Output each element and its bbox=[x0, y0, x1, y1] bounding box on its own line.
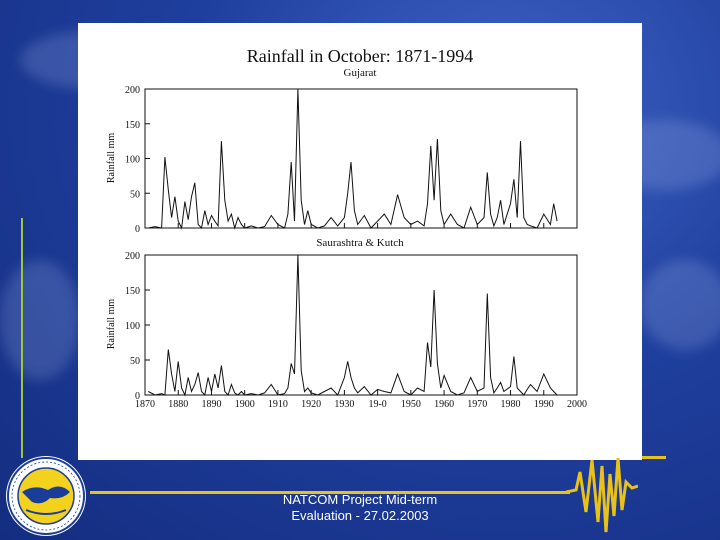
footer-line-1: NATCOM Project Mid-term bbox=[282, 492, 438, 507]
rainfall-chart: Rainfall in October: 1871-1994 Gujarat S… bbox=[106, 46, 587, 410]
x-tick-label-1: 1880 bbox=[168, 399, 188, 410]
y-axis-label-gujarat: Rainfall mm bbox=[106, 133, 117, 183]
y-tick-label-1-2: 100 bbox=[125, 321, 140, 332]
plot-frame-0 bbox=[144, 88, 578, 229]
y-axis-label-saurashtra: Rainfall mm bbox=[106, 299, 117, 349]
series-line-saurashtra bbox=[148, 254, 558, 397]
series-line-gujarat bbox=[148, 88, 558, 230]
y-tick-label-1-1: 50 bbox=[130, 356, 140, 367]
chart-subtitle-gujarat: Gujarat bbox=[344, 67, 377, 79]
x-tick-label-11: 1980 bbox=[501, 399, 521, 410]
x-tick-label-13: 2000 bbox=[567, 399, 587, 410]
y-tick-label-1-0: 0 bbox=[135, 391, 140, 402]
background-cloud bbox=[0, 260, 80, 380]
y-tick-label-0-1: 50 bbox=[130, 189, 140, 200]
y-tick-label-0-0: 0 bbox=[135, 224, 140, 235]
y-tick-label-0-4: 200 bbox=[125, 85, 140, 96]
x-tick-label-4: 1910 bbox=[268, 399, 288, 410]
x-tick-label-8: 1950 bbox=[401, 399, 421, 410]
y-tick-label-0-2: 100 bbox=[125, 155, 140, 166]
x-tick-label-2: 1890 bbox=[201, 399, 221, 410]
y-tick-label-0-3: 150 bbox=[125, 120, 140, 131]
x-tick-label-3: 1900 bbox=[235, 399, 255, 410]
x-tick-label-0: 1870 bbox=[135, 399, 155, 410]
green-divider-line bbox=[21, 218, 23, 458]
yellow-accent-line bbox=[636, 456, 666, 459]
x-tick-label-5: 1920 bbox=[301, 399, 321, 410]
footer-caption: NATCOM Project Mid-term Evaluation - 27.… bbox=[250, 492, 470, 524]
y-tick-label-1-4: 200 bbox=[125, 251, 140, 262]
x-tick-label-10: 1970 bbox=[467, 399, 487, 410]
chart-title: Rainfall in October: 1871-1994 bbox=[247, 46, 473, 66]
x-tick-label-9: 1960 bbox=[434, 399, 454, 410]
x-tick-label-6: 1930 bbox=[334, 399, 354, 410]
chart-panel: Rainfall in October: 1871-1994 Gujarat S… bbox=[78, 23, 642, 460]
x-tick-label-12: 1990 bbox=[534, 399, 554, 410]
chart-subtitle-saurashtra: Saurashtra & Kutch bbox=[316, 237, 404, 249]
y-tick-label-1-3: 150 bbox=[125, 286, 140, 297]
background-cloud bbox=[640, 260, 720, 350]
seismograph-decoration-icon bbox=[566, 457, 638, 533]
x-tick-label-7: 19-0 bbox=[368, 399, 386, 410]
natcom-logo-icon bbox=[6, 456, 86, 536]
footer-line-2: Evaluation - 27.02.2003 bbox=[291, 508, 429, 523]
yellow-divider-line bbox=[90, 491, 570, 494]
